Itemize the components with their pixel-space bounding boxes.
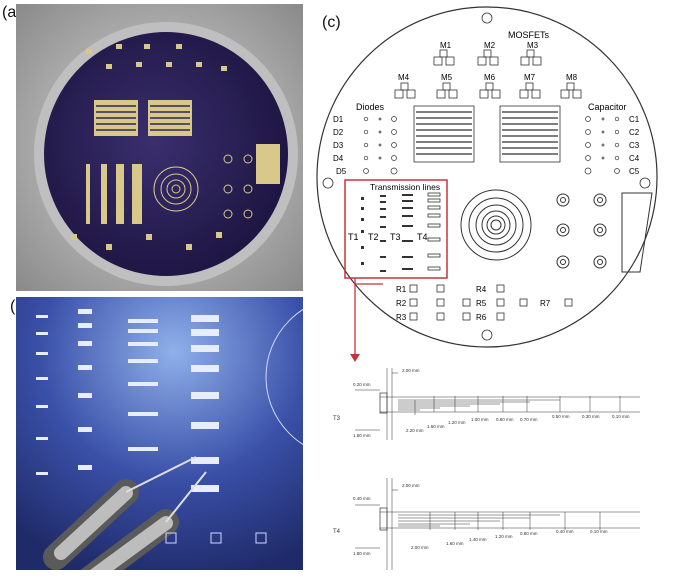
trapezoid-pad: [621, 192, 653, 273]
t3-width: 0.20 mm: [353, 382, 371, 387]
mosfet-label-m6: M6: [484, 73, 496, 82]
resistor-label-r2: R2: [396, 299, 407, 308]
capacitor-label-c3: C3: [629, 141, 640, 150]
zoom-arrow: [354, 278, 383, 356]
mosfets-title: MOSFETs: [508, 30, 550, 40]
diode-labels: D1 D2 D3 D4 D5: [333, 115, 347, 176]
panel-label-c: (c): [322, 14, 341, 31]
mosfet-label-m2: M2: [484, 41, 496, 50]
t3-top-dim: 2.00 mm: [402, 368, 420, 373]
t3-gap-7: 0.30 mm: [582, 414, 600, 419]
resistor-label-r4: R4: [476, 285, 487, 294]
capacitor-labels: C1 C2 C3 C4 C5: [629, 115, 640, 176]
resistor-label-r1: R1: [396, 285, 407, 294]
resistor-label-r3: R3: [396, 313, 407, 322]
tlines-title: Transmission lines: [370, 182, 440, 192]
t3-gap-2: 1.20 mm: [448, 420, 466, 425]
resistor-pads: [409, 284, 573, 321]
t4-left-dim: 1.80 mm: [353, 551, 371, 556]
tline-label-t2: T2: [368, 232, 379, 242]
transmission-lines-box: [344, 179, 448, 279]
concentric-rings: [460, 189, 532, 261]
mosfet-label-m5: M5: [441, 73, 453, 82]
mosfet-group: [394, 49, 582, 99]
diode-label-d5: D5: [336, 167, 347, 176]
wafer-photo: [16, 4, 303, 291]
t3-detail: [355, 368, 640, 440]
t3-gap-1: 1.60 mm: [427, 424, 445, 429]
diode-dots: [363, 116, 398, 175]
probe-photo: [16, 297, 303, 570]
mosfet-label-m1: M1: [440, 41, 452, 50]
resistor-label-r6: R6: [476, 313, 487, 322]
mosfet-label-m4: M4: [398, 73, 410, 82]
t4-gap-5: 0.40 mm: [556, 529, 574, 534]
tline-wide-bars: [427, 192, 441, 271]
diode-label-d1: D1: [333, 115, 344, 124]
zoom-arrowhead: [350, 354, 360, 362]
capacitor-label-c2: C2: [629, 128, 640, 137]
alignment-marks: [322, 12, 651, 341]
t3-name: T3: [333, 416, 341, 422]
diode-label-d3: D3: [333, 141, 344, 150]
t4-top-dim: 2.00 mm: [402, 483, 420, 488]
t3-left-dim: 1.80 mm: [353, 433, 371, 438]
t3-gap-0: 2.20 mm: [406, 428, 424, 433]
diode-label-d2: D2: [333, 128, 344, 137]
line-array-right: [499, 105, 561, 163]
resistor-label-r5: R5: [476, 299, 487, 308]
t3-gap-4: 0.80 mm: [496, 417, 514, 422]
capacitor-title: Capacitor: [588, 102, 627, 112]
t4-gap-2: 1.40 mm: [469, 537, 487, 542]
mosfet-label-m7: M7: [524, 73, 536, 82]
t4-gap-4: 0.80 mm: [520, 531, 538, 536]
t4-width: 0.40 mm: [353, 496, 371, 501]
diodes-title: Diodes: [356, 102, 385, 112]
t4-gap-0: 2.00 mm: [411, 545, 429, 550]
t3-gap-8: 0.10 mm: [612, 414, 630, 419]
t4-gap-3: 1.20 mm: [495, 534, 513, 539]
capacitor-dots: [584, 116, 620, 175]
t4-gap-6: 0.10 mm: [590, 529, 608, 534]
t3-gap-3: 1.00 mm: [471, 417, 489, 422]
capacitor-label-c5: C5: [629, 167, 640, 176]
t3-gap-6: 0.50 mm: [552, 414, 570, 419]
t4-name: T4: [333, 529, 341, 535]
line-array-left: [413, 105, 475, 163]
tline-bars: [361, 194, 413, 272]
t4-detail: [355, 478, 640, 570]
circle-pads: [556, 193, 607, 269]
resistor-label-r7: R7: [540, 299, 551, 308]
mosfet-label-m3: M3: [527, 41, 539, 50]
tline-label-t3: T3: [390, 232, 401, 242]
tline-label-t1: T1: [348, 232, 359, 242]
capacitor-label-c4: C4: [629, 154, 640, 163]
mosfet-label-m8: M8: [566, 73, 578, 82]
capacitor-label-c1: C1: [629, 115, 640, 124]
t3-gap-5: 0.70 mm: [520, 417, 538, 422]
tline-label-t4: T4: [417, 232, 428, 242]
t4-gap-1: 1.60 mm: [446, 541, 464, 546]
diode-label-d4: D4: [333, 154, 344, 163]
